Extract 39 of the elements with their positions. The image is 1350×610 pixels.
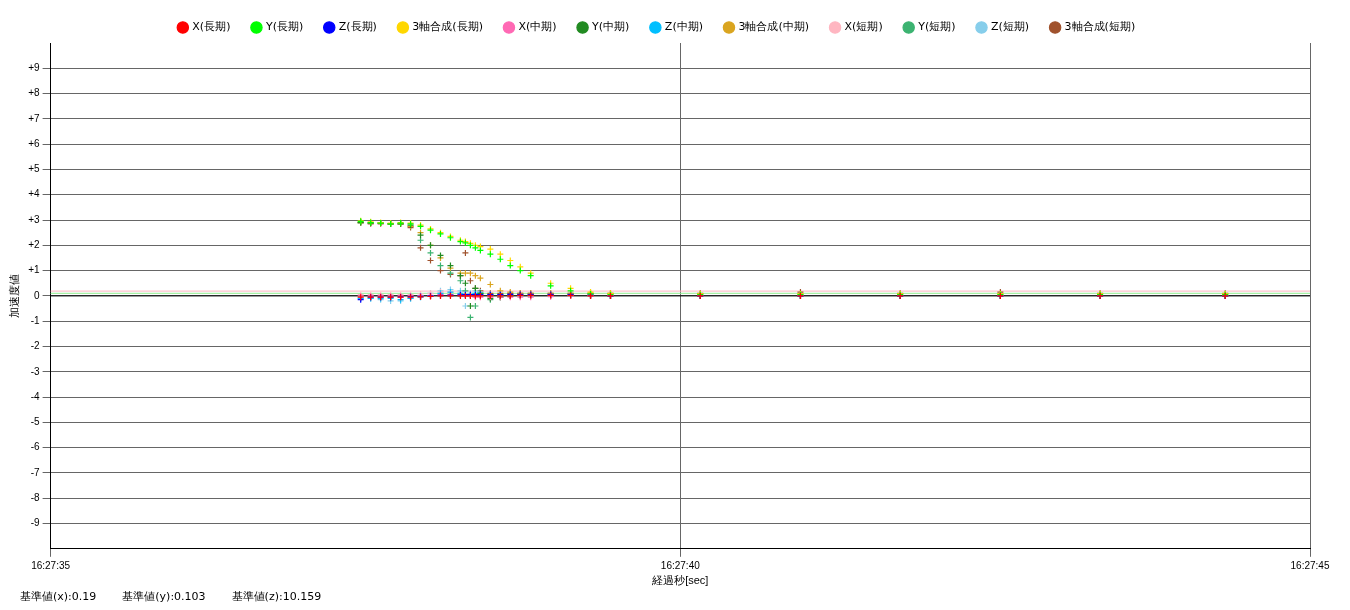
y-tick-label: +8	[28, 87, 41, 99]
y-tick-label: +5	[28, 163, 41, 175]
legend-label: Z(長期)	[338, 20, 377, 34]
x-tick-label: 16:27:35	[31, 559, 71, 571]
y-tick-label: -5	[30, 416, 41, 428]
y-tick-label: +3	[28, 213, 41, 225]
legend-label: Y(短期)	[917, 20, 956, 34]
legend-label: Y(中期)	[591, 20, 630, 34]
legend-label: 3軸合成(短期)	[1064, 20, 1136, 34]
y-tick-label: 0	[34, 289, 41, 301]
y-tick-label: -1	[30, 314, 41, 326]
y-tick-label: +7	[28, 112, 41, 124]
y-tick-label: -3	[30, 365, 41, 377]
y-tick-label: +2	[28, 239, 41, 251]
legend-label: 3軸合成(長期)	[412, 20, 483, 34]
text: 基準値(z):10.159	[231, 589, 322, 604]
legend-label: 3軸合成(中期)	[738, 20, 810, 34]
legend-label: X(長期)	[192, 20, 231, 34]
y-tick-label: +9	[28, 62, 41, 74]
y-tick-label: -6	[30, 441, 41, 453]
y-tick-label: +6	[28, 137, 41, 149]
x-tick-label: 16:27:40	[660, 559, 701, 571]
y-tick-label: -8	[30, 491, 41, 503]
legend-label: Z(短期)	[990, 20, 1030, 34]
legend-label: X(中期)	[518, 20, 557, 34]
y-tick-label: +1	[28, 264, 41, 276]
y-tick-label: -9	[30, 517, 41, 529]
x-axis-title: 経過秒[sec]	[651, 574, 709, 587]
text: 基準値(y):0.103	[122, 589, 206, 604]
text: 基準値(x):0.19	[20, 589, 97, 604]
legend-label: Y(長期)	[264, 20, 304, 34]
y-tick-label: -7	[30, 466, 41, 478]
y-tick-label: -4	[30, 390, 41, 402]
x-tick-label: 16:27:45	[1290, 559, 1330, 571]
legend-label: Z(中期)	[664, 20, 703, 34]
y-axis-title: 加速度値	[7, 273, 20, 318]
y-tick-label: +4	[28, 188, 41, 200]
y-tick-label: -2	[30, 340, 41, 352]
legend-label: X(短期)	[844, 20, 883, 34]
